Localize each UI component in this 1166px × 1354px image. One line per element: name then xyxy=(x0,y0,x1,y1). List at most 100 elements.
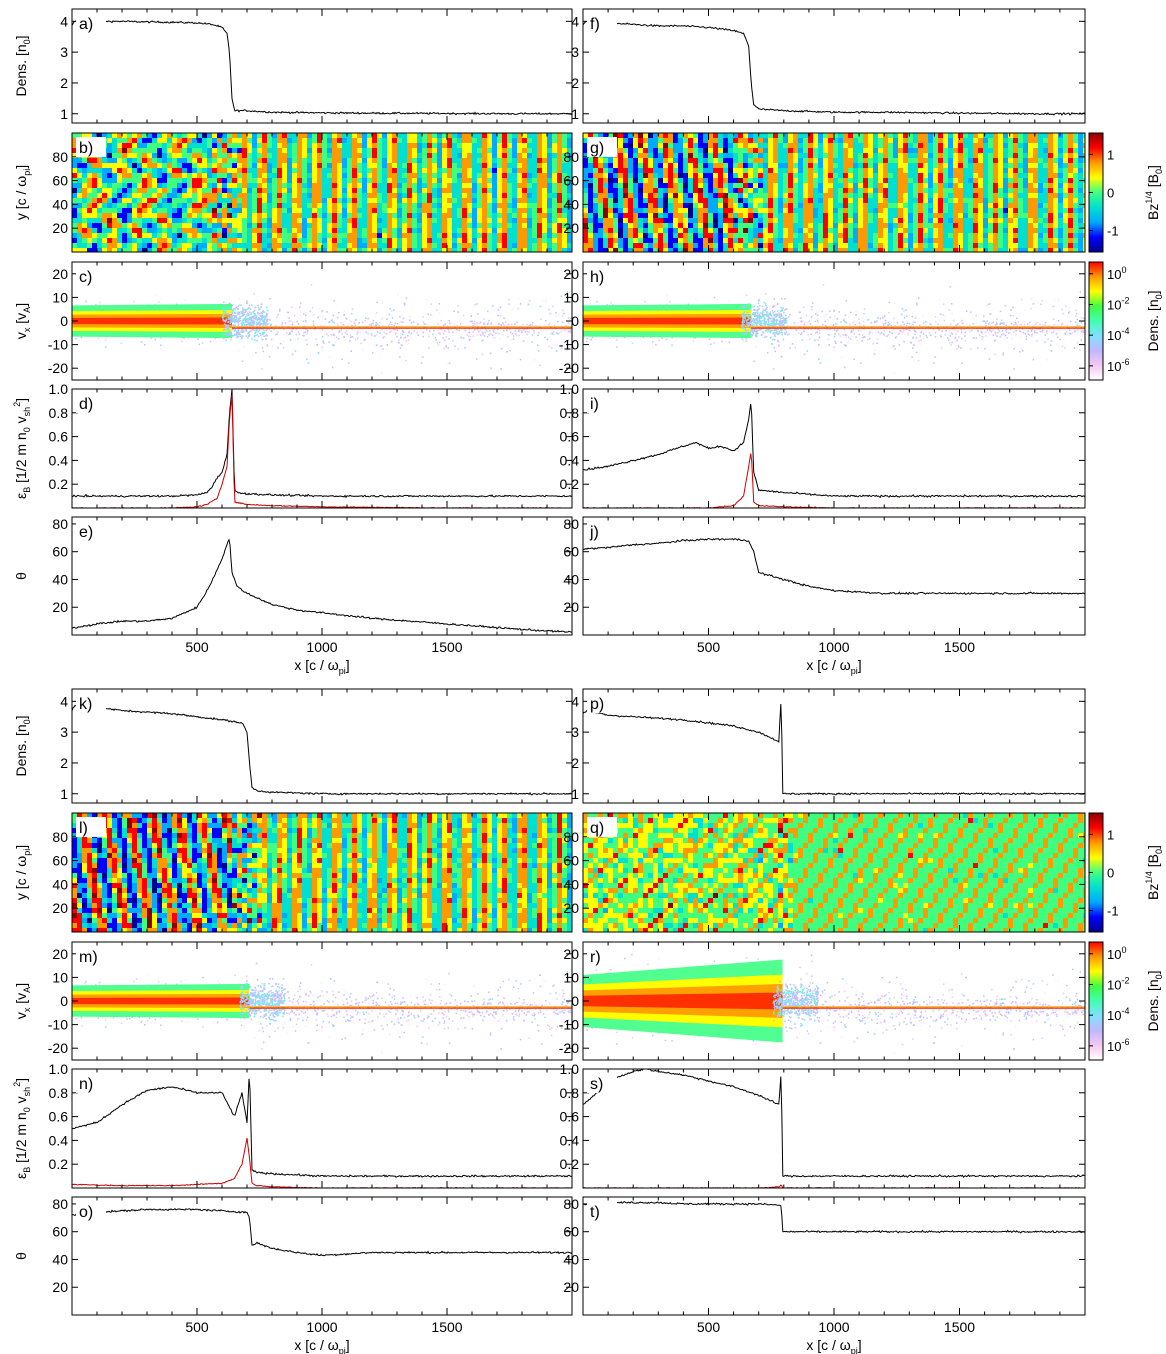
heat-cell xyxy=(1023,223,1028,228)
heat-cell xyxy=(362,133,367,138)
heat-cell xyxy=(798,133,803,138)
heat-cell xyxy=(412,178,417,183)
heat-cell xyxy=(923,138,928,143)
heat-cell xyxy=(377,173,382,178)
heat-cell xyxy=(337,208,342,213)
heat-cell xyxy=(988,188,993,193)
heat-cell xyxy=(382,163,387,168)
heat-cell xyxy=(357,168,362,173)
heat-cell xyxy=(683,233,688,238)
heat-cell xyxy=(808,213,813,218)
heat-cell xyxy=(958,233,963,238)
heat-cell xyxy=(232,173,237,178)
heat-cell xyxy=(367,153,372,158)
heat-cell xyxy=(342,163,347,168)
heat-cell xyxy=(1018,158,1023,163)
heat-cell xyxy=(608,248,613,252)
heat-cell xyxy=(97,188,102,193)
heat-cell xyxy=(272,238,277,243)
heat-cell xyxy=(332,173,337,178)
heat-cell xyxy=(247,208,252,213)
heat-cell xyxy=(397,208,402,213)
heat-cell xyxy=(623,158,628,163)
heat-cell xyxy=(1048,193,1053,198)
heat-cell xyxy=(302,183,307,188)
heat-cell xyxy=(312,188,317,193)
heat-cell xyxy=(167,248,172,252)
heat-cell xyxy=(342,158,347,163)
heat-cell xyxy=(492,183,497,188)
ytick-label: 1 xyxy=(60,106,68,122)
heat-cell xyxy=(402,143,407,148)
heat-cell xyxy=(372,238,377,243)
heat-cell xyxy=(653,213,658,218)
heat-cell xyxy=(177,153,182,158)
heat-cell xyxy=(532,153,537,158)
heat-cell xyxy=(783,193,788,198)
heat-cell xyxy=(638,173,643,178)
heat-cell xyxy=(758,133,763,138)
heat-cell xyxy=(427,213,432,218)
heat-cell xyxy=(798,158,803,163)
heat-cell xyxy=(292,248,297,252)
heat-cell xyxy=(527,198,532,203)
heat-cell xyxy=(723,228,728,233)
heat-cell xyxy=(507,183,512,188)
heat-cell xyxy=(562,208,567,213)
heat-cell xyxy=(653,148,658,153)
heat-cell xyxy=(252,173,257,178)
heat-cell xyxy=(728,208,733,213)
heat-cell xyxy=(277,238,282,243)
heat-cell xyxy=(883,198,888,203)
heat-cell xyxy=(1078,138,1083,143)
heat-cell xyxy=(638,228,643,233)
heat-cell xyxy=(613,188,618,193)
heat-cell xyxy=(497,168,502,173)
heat-cell xyxy=(893,138,898,143)
heat-cell xyxy=(92,158,97,163)
heat-cell xyxy=(958,168,963,173)
heat-cell xyxy=(347,233,352,238)
heat-cell xyxy=(172,178,177,183)
heat-cell xyxy=(347,248,352,252)
heat-cell xyxy=(147,223,152,228)
heat-cell xyxy=(207,158,212,163)
heat-cell xyxy=(633,168,638,173)
heat-cell xyxy=(542,158,547,163)
heat-cell xyxy=(567,213,572,218)
heat-cell xyxy=(783,153,788,158)
heat-cell xyxy=(237,208,242,213)
heat-cell xyxy=(272,203,277,208)
heat-cell xyxy=(187,183,192,188)
heat-cell xyxy=(793,173,798,178)
heat-cell xyxy=(643,203,648,208)
heat-cell xyxy=(502,203,507,208)
heat-cell xyxy=(207,178,212,183)
heat-cell xyxy=(462,203,467,208)
heat-cell xyxy=(988,163,993,168)
heat-cell xyxy=(598,183,603,188)
heat-cell xyxy=(648,233,653,238)
heat-cell xyxy=(803,153,808,158)
heat-cell xyxy=(823,133,828,138)
heat-cell xyxy=(342,188,347,193)
heat-cell xyxy=(858,138,863,143)
heat-cell xyxy=(893,148,898,153)
heat-cell xyxy=(362,218,367,223)
heat-cell xyxy=(482,198,487,203)
heat-cell xyxy=(442,208,447,213)
heat-cell xyxy=(122,178,127,183)
heat-cell xyxy=(953,153,958,158)
heat-cell xyxy=(1068,163,1073,168)
heat-cell xyxy=(973,148,978,153)
heat-cell xyxy=(643,208,648,213)
heat-cell xyxy=(467,238,472,243)
heat-cell xyxy=(868,168,873,173)
heat-cell xyxy=(367,223,372,228)
heat-cell xyxy=(1078,148,1083,153)
heat-cell xyxy=(1083,158,1085,163)
heat-cell xyxy=(958,133,963,138)
heat-cell xyxy=(698,163,703,168)
heat-cell xyxy=(1058,208,1063,213)
heat-cell xyxy=(943,238,948,243)
